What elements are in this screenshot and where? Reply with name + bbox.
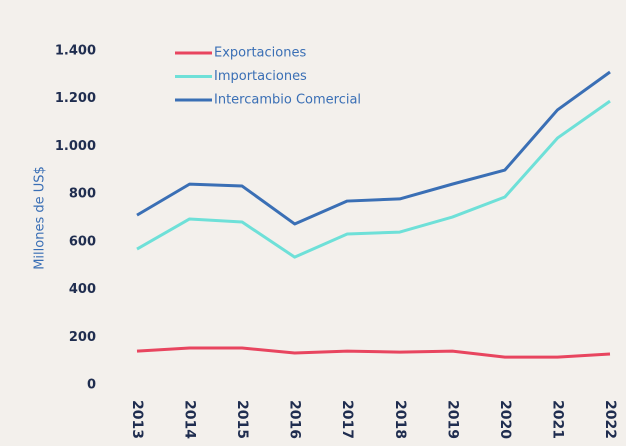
legend-label: Exportaciones <box>214 46 306 61</box>
x-tick-label: 2020 <box>497 400 513 439</box>
y-tick-label: 400 <box>69 282 96 297</box>
y-tick-label: 800 <box>69 187 96 202</box>
x-tick-label: 2018 <box>392 400 408 439</box>
y-tick-label: 0 <box>87 378 96 393</box>
x-tick-label: 2014 <box>182 400 198 439</box>
y-tick-label: 1.400 <box>55 44 96 59</box>
x-tick-label: 2013 <box>129 400 145 439</box>
y-tick-label: 600 <box>69 234 96 249</box>
x-tick-label: 2021 <box>549 400 565 439</box>
series-line <box>136 346 611 359</box>
y-axis-label: Millones de US$ <box>33 166 48 270</box>
legend-label: Intercambio Comercial <box>214 93 361 108</box>
series-line <box>136 70 611 226</box>
legend-label: Importaciones <box>214 69 307 84</box>
x-tick-label: 2015 <box>234 400 250 439</box>
y-tick-label: 200 <box>69 330 96 345</box>
x-tick-label: 2016 <box>287 400 303 439</box>
x-tick-label: 2017 <box>339 400 355 439</box>
x-tick-label: 2022 <box>602 400 618 439</box>
y-tick-label: 1.200 <box>55 91 96 106</box>
series-line <box>136 99 611 259</box>
y-tick-label: 1.000 <box>55 139 96 154</box>
x-tick-label: 2019 <box>444 400 460 439</box>
